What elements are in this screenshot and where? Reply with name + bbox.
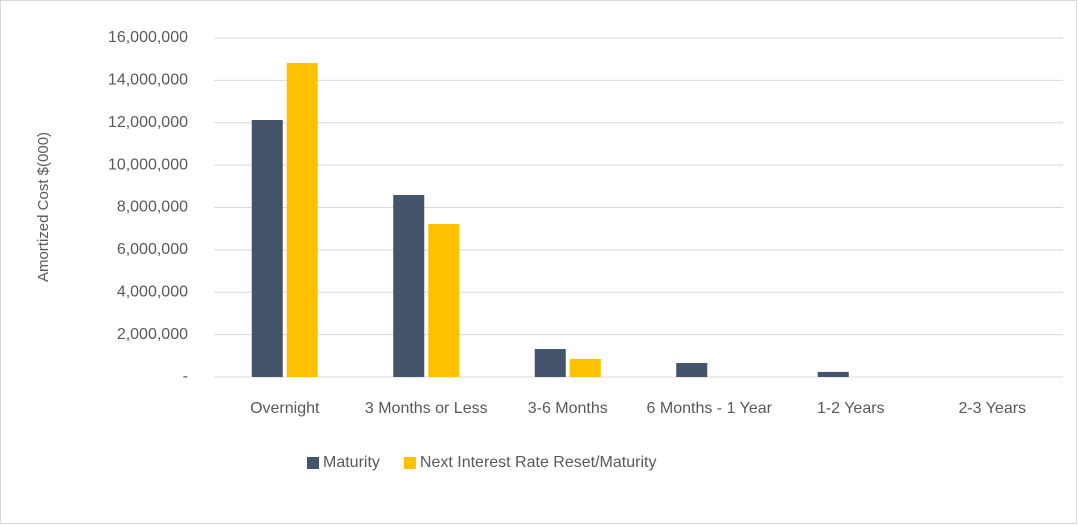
y-axis-label: Amortized Cost $(000)	[35, 132, 52, 282]
y-tick-label: 4,000,000	[117, 283, 188, 300]
x-tick-label: 3-6 Months	[527, 400, 608, 417]
legend-label: Maturity	[323, 454, 380, 471]
bar	[569, 358, 601, 377]
bar	[428, 224, 460, 377]
x-tick-label: 6 Months - 1 Year	[646, 400, 772, 417]
y-tick-label: 10,000,000	[108, 156, 188, 173]
bar	[251, 119, 283, 377]
x-tick-label: 3 Months or Less	[364, 400, 488, 417]
legend-swatch	[403, 457, 416, 469]
legend-label: Next Interest Rate Reset/Maturity	[420, 454, 657, 471]
bar	[817, 371, 849, 377]
y-tick-label: 12,000,000	[108, 114, 188, 131]
y-tick-label: 6,000,000	[117, 241, 188, 258]
y-tick-label: 8,000,000	[117, 199, 188, 216]
bar	[534, 349, 566, 377]
y-tick-label: -	[183, 368, 188, 385]
y-tick-label: 14,000,000	[108, 72, 188, 89]
x-tick-label: 2-3 Years	[958, 400, 1027, 417]
x-tick-label: 1-2 Years	[816, 400, 885, 417]
y-tick-label: 2,000,000	[117, 326, 188, 343]
x-tick-label: Overnight	[250, 400, 320, 417]
legend-swatch	[307, 457, 319, 469]
bar	[393, 194, 425, 377]
bar	[286, 63, 318, 377]
y-tick-label: 16,000,000	[108, 29, 188, 46]
bar	[676, 363, 708, 377]
